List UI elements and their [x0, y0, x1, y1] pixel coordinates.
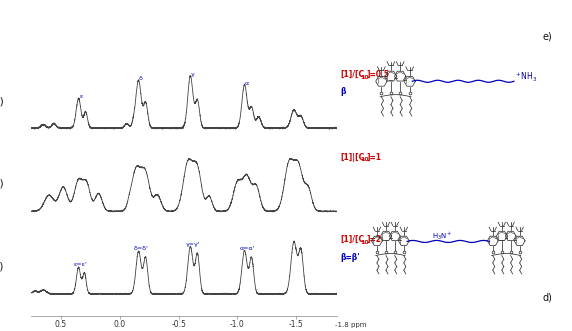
- Text: ε=ε': ε=ε': [74, 262, 88, 267]
- Text: δ=δ': δ=δ': [133, 246, 148, 251]
- Text: b): b): [0, 179, 4, 189]
- Text: -1.8 ppm: -1.8 ppm: [335, 322, 367, 328]
- Text: [1]|[C: [1]|[C: [340, 153, 365, 162]
- Text: α: α: [245, 80, 249, 85]
- Text: 10: 10: [360, 240, 369, 245]
- Text: c): c): [0, 96, 4, 106]
- Text: α=α': α=α': [239, 246, 255, 251]
- Text: H$_3$N$^+$: H$_3$N$^+$: [432, 230, 452, 242]
- Text: d): d): [543, 293, 553, 303]
- Text: γ: γ: [191, 72, 194, 77]
- Text: [1]/[C: [1]/[C: [340, 70, 365, 79]
- Text: β=β': β=β': [340, 253, 360, 262]
- Text: e): e): [543, 31, 553, 41]
- Text: 10: 10: [360, 158, 369, 163]
- Text: 10: 10: [360, 75, 369, 80]
- Text: γ=γ': γ=γ': [185, 242, 200, 247]
- Text: $^+$NH$_3$: $^+$NH$_3$: [514, 70, 538, 83]
- Text: a): a): [0, 261, 4, 272]
- Text: ε: ε: [79, 94, 82, 99]
- Text: ]=2: ]=2: [367, 235, 382, 244]
- Text: [1]/[C: [1]/[C: [340, 235, 365, 244]
- Text: ]=0.5: ]=0.5: [367, 70, 390, 79]
- Text: ]=1: ]=1: [367, 153, 382, 162]
- Text: β: β: [340, 87, 346, 96]
- Text: δ: δ: [139, 76, 143, 81]
